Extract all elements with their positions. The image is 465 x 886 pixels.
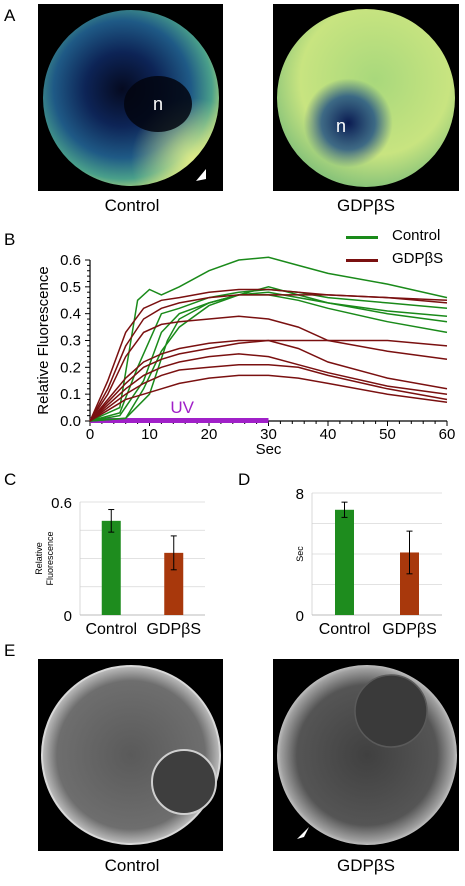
nucleus-label-control: n [153, 94, 164, 114]
y-axis-label-line: Relative [34, 542, 44, 575]
y-tick-label: 0.6 [60, 252, 81, 269]
calcium-image-gdpbs-svg [277, 9, 455, 187]
y-axis-label: Sec [295, 546, 305, 562]
caption-gdpbs-a: GDPβS [337, 196, 395, 215]
x-tick-label: GDPβS [146, 621, 201, 638]
y-tick-label: 0 [296, 608, 304, 625]
calcium-image-control: n [38, 4, 223, 191]
y-axis-label: RelativeFluorescence [34, 531, 55, 585]
x-tick-label: 50 [379, 426, 396, 443]
chart-b-legend: Control GDPβS [346, 226, 461, 276]
y-tick-label: 0.6 [51, 495, 72, 512]
nucleus-label-gdpbs: n [336, 116, 347, 136]
chart-d: 0 8 Sec Control GDPβS [295, 486, 442, 638]
series-line [89, 374, 448, 422]
x-tick-label: 30 [260, 426, 277, 443]
panel-label-b: B [4, 230, 16, 249]
series-line [89, 286, 448, 422]
legend-label-gdpbs: GDPβS [392, 250, 444, 267]
chart-b: 0 10 20 30 40 50 60 0.0 0.1 0.2 0.3 0.4 0.5 0.6 Sec Rel… [35, 252, 455, 458]
bar [400, 552, 419, 615]
bar [164, 552, 184, 615]
bar [335, 509, 354, 615]
caption-control-e: Control [104, 856, 160, 875]
legend-swatch-gdpbs [346, 259, 378, 262]
y-tick-label: 0.1 [60, 386, 81, 403]
chart-c-plot: 0 0.6 RelativeFluorescence Control GDPβS [34, 495, 205, 638]
series-line [89, 294, 448, 422]
series-line [89, 363, 448, 422]
uv-bar [90, 418, 269, 423]
arrowhead-icon [196, 169, 206, 181]
y-axis-label-line: Fluorescence [45, 531, 55, 585]
y-axis-label-line: Sec [295, 546, 305, 562]
arrowhead-icon [297, 827, 309, 839]
legend-swatch-control [346, 236, 378, 239]
y-tick-label: 0.3 [60, 333, 81, 350]
panel-label-e: E [4, 641, 16, 660]
x-tick-label: GDPβS [382, 621, 437, 638]
actin-image-control-svg [41, 665, 221, 845]
y-tick-label: 8 [296, 486, 304, 503]
series-line [89, 256, 448, 422]
caption-control-a: Control [104, 196, 160, 215]
series-line [89, 294, 448, 422]
x-tick-label: 40 [320, 426, 337, 443]
y-tick-label: 0.4 [60, 306, 81, 323]
x-axis-label: Sec [256, 441, 282, 458]
caption-gdpbs-e: GDPβS [337, 856, 395, 875]
x-tick-label: 10 [141, 426, 158, 443]
y-axis-label: Relative Fluorescence [35, 266, 52, 414]
legend-label-control: Control [392, 227, 441, 244]
chart-d-plot: 0 8 Sec Control GDPβS [295, 486, 442, 638]
bar [101, 520, 121, 615]
series-line [89, 339, 448, 422]
series-line [89, 315, 448, 422]
x-tick-label: 60 [439, 426, 456, 443]
x-tick-label: 0 [86, 426, 94, 443]
x-tick-label: 20 [201, 426, 218, 443]
uv-annotation-label: UV [170, 398, 194, 417]
y-tick-label: 0 [64, 608, 72, 625]
x-tick-label: Control [85, 621, 137, 638]
series-line [89, 339, 448, 422]
y-tick-label: 0.0 [60, 413, 81, 430]
panel-label-c: C [4, 470, 17, 489]
calcium-image-control-svg [43, 10, 219, 186]
actin-image-gdpbs [273, 659, 459, 851]
actin-image-gdpbs-svg [277, 665, 457, 845]
chart-b-plot: 0 10 20 30 40 50 60 0.0 0.1 0.2 0.3 0.4 0.5 0.6 Sec Rel… [35, 252, 455, 458]
x-tick-label: Control [319, 621, 371, 638]
y-tick-label: 0.5 [60, 279, 81, 296]
panel-label-a: A [4, 6, 16, 25]
calcium-image-gdpbs: n [273, 4, 459, 191]
panel-label-d: D [238, 470, 251, 489]
chart-c: 0 0.6 RelativeFluorescence Control GDPβS [34, 495, 205, 638]
actin-image-control [38, 659, 223, 851]
series-line [89, 353, 448, 422]
y-tick-label: 0.2 [60, 359, 81, 376]
